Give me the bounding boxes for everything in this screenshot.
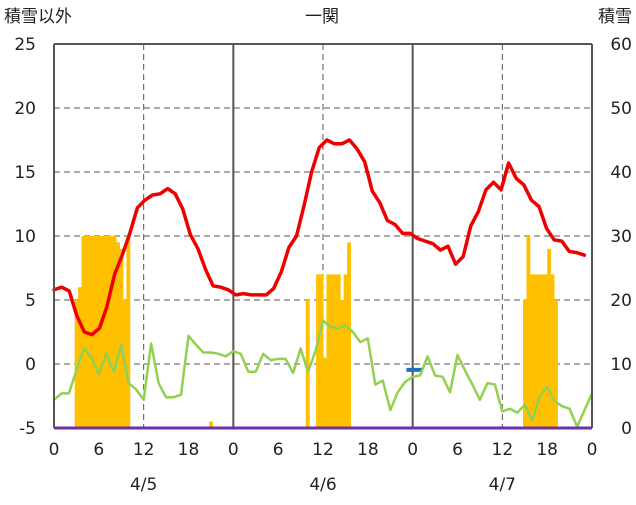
bar — [112, 236, 117, 428]
left-tick-label: 5 — [25, 291, 36, 311]
red-line — [52, 138, 587, 337]
bar-series — [74, 236, 558, 428]
marker-bar — [406, 367, 423, 372]
left-tick-label: 20 — [14, 99, 36, 119]
bar — [533, 274, 538, 428]
bar — [333, 274, 338, 428]
left-tick-label: 15 — [14, 163, 36, 183]
date-labels: 4/5 4/6 4/7 — [130, 475, 516, 495]
right-axis-label: 積雪 — [598, 7, 632, 27]
right-tick-label: 60 — [610, 35, 632, 55]
bar — [98, 236, 103, 428]
bar — [543, 274, 548, 428]
x-tick-label: 18 — [357, 440, 379, 460]
bar — [316, 274, 320, 428]
chart-title: 一関 — [305, 7, 339, 27]
date-label: 4/5 — [130, 475, 157, 495]
x-tick-label: 12 — [133, 440, 155, 460]
right-tick-label: 40 — [610, 163, 632, 183]
bar — [529, 274, 534, 428]
x-tick-label: 0 — [587, 440, 598, 460]
line-series — [52, 138, 594, 428]
green-line — [52, 319, 594, 428]
bar — [329, 274, 334, 428]
bar — [526, 236, 531, 428]
date-label: 4/6 — [309, 475, 336, 495]
bar — [305, 300, 310, 428]
bar — [540, 274, 545, 428]
bar — [536, 274, 541, 428]
bar — [523, 300, 527, 428]
left-tick-label: 25 — [14, 35, 36, 55]
x-tick-label: 6 — [452, 440, 463, 460]
bar — [336, 274, 341, 428]
x-tick-label: 18 — [536, 440, 558, 460]
bar — [119, 248, 124, 428]
bar — [88, 236, 93, 428]
left-tick-label: 0 — [25, 355, 36, 375]
bar — [319, 274, 324, 428]
x-tick-label: 0 — [228, 440, 239, 460]
bar — [323, 357, 327, 428]
bar — [209, 421, 214, 428]
x-tick-label: 18 — [178, 440, 200, 460]
bar — [126, 236, 131, 428]
x-ticks: 0 6 12 18 0 6 12 18 0 6 12 18 0 — [49, 440, 598, 460]
right-tick-label: 0 — [621, 419, 632, 439]
right-tick-label: 50 — [610, 99, 632, 119]
right-tick-label: 30 — [610, 227, 632, 247]
right-tick-label: 20 — [610, 291, 632, 311]
left-axis-label: 積雪以外 — [4, 7, 72, 27]
bar — [326, 274, 331, 428]
left-tick-label: -5 — [19, 419, 36, 439]
right-y-ticks: 60 50 40 30 20 10 0 — [610, 35, 632, 439]
x-tick-label: 12 — [312, 440, 334, 460]
x-tick-label: 6 — [273, 440, 284, 460]
bar — [102, 236, 107, 428]
bar — [74, 300, 79, 428]
bar — [547, 248, 552, 428]
plot-frame — [53, 43, 593, 430]
bar — [105, 236, 110, 428]
x-tick-label: 0 — [49, 440, 60, 460]
gridlines — [54, 44, 592, 428]
x-tick-label: 0 — [407, 440, 418, 460]
bar — [347, 242, 351, 428]
x-tick-label: 12 — [492, 440, 514, 460]
bar — [550, 274, 555, 428]
bar — [116, 242, 120, 428]
x-tick-label: 6 — [93, 440, 104, 460]
right-tick-label: 10 — [610, 355, 632, 375]
left-y-ticks: 25 20 15 10 5 0 -5 — [14, 35, 36, 439]
left-tick-label: 10 — [14, 227, 36, 247]
date-label: 4/7 — [489, 475, 516, 495]
bar — [340, 300, 345, 428]
bar — [343, 274, 348, 428]
bar — [109, 236, 114, 428]
bar — [554, 300, 558, 428]
